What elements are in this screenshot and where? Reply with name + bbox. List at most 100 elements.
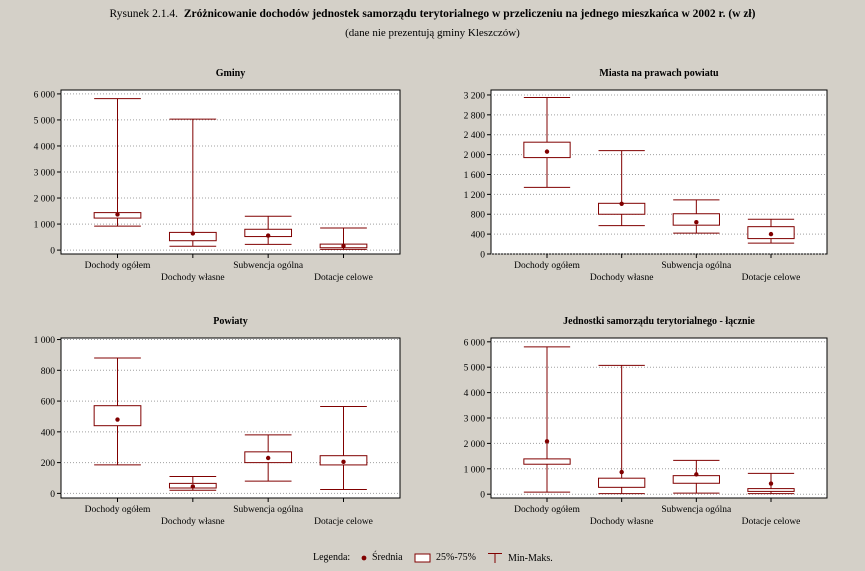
mean-point: [115, 417, 120, 422]
x-category-label: Dochody ogółem: [514, 505, 580, 515]
y-tick-label: 1 000: [34, 336, 56, 346]
y-tick-label: 2 000: [464, 440, 486, 450]
y-tick-label: 2 000: [34, 195, 56, 205]
box-0: [93, 357, 142, 466]
mean-point: [265, 233, 271, 238]
mean-point: [694, 472, 699, 477]
y-tick-label: 600: [41, 398, 56, 408]
legend-label: Legenda:: [313, 552, 351, 563]
box-2: [672, 199, 720, 234]
box-1: [168, 118, 217, 247]
y-tick-label: 3 000: [34, 169, 56, 179]
x-category-label: Subwencja ogólna: [661, 261, 732, 271]
x-category-label: Dochody własne: [161, 273, 225, 283]
box-2: [244, 434, 293, 482]
x-category-label: Dochody ogółem: [85, 505, 151, 515]
y-tick-label: 0: [480, 491, 485, 501]
chart-title: Jednostki samorządu terytorialnego - łąc…: [563, 316, 755, 327]
x-category-label: Subwencja ogólna: [233, 505, 304, 515]
mean-point: [694, 219, 699, 225]
box-1: [168, 475, 217, 491]
iqr-box: [523, 458, 571, 465]
box-2: [672, 459, 720, 494]
y-tick-label: 2 000: [464, 151, 486, 161]
x-category-label: Dotacje celowe: [742, 273, 801, 283]
chart-title: Miasta na prawach powiatu: [599, 68, 719, 79]
y-tick-label: 200: [41, 459, 56, 469]
box-3: [319, 227, 368, 250]
x-category-label: Subwencja ogólna: [233, 261, 304, 271]
x-category-label: Dotacje celowe: [742, 517, 801, 527]
y-tick-label: 1 000: [34, 221, 56, 231]
mean-point: [115, 212, 120, 217]
y-tick-label: 1 000: [464, 465, 486, 475]
iqr-box: [672, 213, 720, 226]
mean-point: [341, 243, 346, 249]
legend-whisker-item: Min-Maks.: [486, 552, 553, 564]
y-tick-label: 4 000: [464, 389, 486, 399]
y-tick-label: 400: [471, 231, 486, 241]
y-tick-label: 1 200: [464, 191, 486, 201]
x-category-label: Subwencja ogólna: [661, 505, 732, 515]
y-tick-label: 0: [50, 247, 55, 257]
x-category-label: Dochody ogółem: [85, 261, 151, 271]
y-tick-label: 2 800: [464, 111, 486, 121]
mean-point: [768, 231, 774, 237]
legend-mean-label: Średnia: [372, 552, 403, 563]
mean-point: [544, 439, 550, 444]
mean-dot-icon: [361, 555, 367, 560]
y-tick-label: 5 000: [464, 364, 486, 374]
figure-title: Zróżnicowanie dochodów jednostek samorzą…: [183, 8, 756, 20]
mean-point: [768, 481, 774, 486]
y-tick-label: 400: [41, 428, 56, 438]
y-tick-label: 800: [471, 211, 486, 221]
mean-point: [341, 459, 346, 465]
y-tick-label: 2 400: [464, 131, 486, 141]
box-1: [598, 150, 646, 227]
mean-point: [265, 455, 271, 461]
box-0: [523, 96, 571, 188]
x-category-label: Dochody własne: [590, 517, 654, 527]
y-tick-label: 0: [480, 251, 485, 261]
y-tick-label: 1 600: [464, 171, 486, 181]
legend-box-item: 25%-75%: [414, 552, 476, 563]
box-1: [598, 364, 646, 495]
mean-point: [619, 469, 624, 475]
iqr-box: [672, 475, 720, 484]
mean-point: [619, 201, 624, 207]
x-category-label: Dotacje celowe: [314, 273, 373, 283]
y-tick-label: 0: [50, 490, 55, 500]
iqr-box: [747, 488, 795, 492]
y-tick-label: 800: [41, 367, 56, 377]
mean-point: [190, 484, 196, 489]
legend-label-item: Legenda:: [313, 552, 350, 563]
legend-box-label: 25%-75%: [436, 552, 476, 563]
iqr-box: [598, 477, 646, 488]
box-0: [523, 346, 571, 493]
chart-title: Powiaty: [213, 316, 247, 327]
y-tick-label: 6 000: [464, 338, 486, 348]
iqr-box: [93, 405, 142, 427]
mean-point: [544, 149, 550, 154]
box-3: [319, 405, 368, 491]
y-tick-label: 3 000: [464, 415, 486, 425]
page-subtitle: (dane nie prezentują gminy Kleszczów): [345, 27, 520, 39]
legend-mean-item: Średnia: [360, 552, 403, 563]
x-category-label: Dochody własne: [590, 273, 654, 283]
page-title: Rysunek 2.1.4. Zróżnicowanie dochodów je…: [0, 8, 865, 20]
x-category-label: Dochody ogółem: [514, 261, 580, 271]
box-2: [244, 215, 293, 245]
figure-label: Rysunek 2.1.4.: [109, 8, 179, 20]
y-tick-label: 3 200: [464, 91, 486, 101]
box-swatch-icon: [414, 553, 431, 562]
box-3: [747, 472, 795, 495]
y-tick-label: 4 000: [34, 142, 56, 152]
y-tick-label: 5 000: [34, 116, 56, 126]
x-category-label: Dochody własne: [161, 517, 225, 527]
x-category-label: Dotacje celowe: [314, 517, 373, 527]
legend: Legenda: Średnia 25%-75% Min-Maks.: [0, 552, 865, 568]
